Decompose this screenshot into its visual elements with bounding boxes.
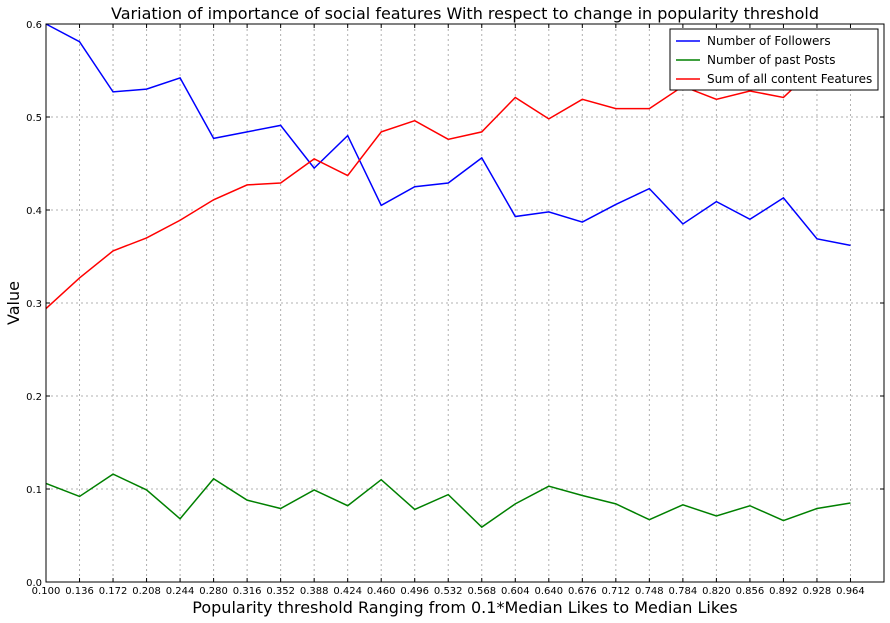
y-tick-label: 0.2: [26, 392, 42, 403]
x-tick-label: 0.532: [434, 586, 463, 597]
legend: Number of Followers Number of past Posts S…: [669, 28, 879, 91]
series-line-number-of-past-posts: [45, 473, 851, 529]
y-tick-labels: 0.0 0.1 0.2 0.3 0.4 0.5 0.6: [26, 20, 42, 589]
x-tick-label: 0.244: [166, 586, 195, 597]
x-tick-label: 0.460: [367, 586, 396, 597]
y-tick-label: 0.4: [26, 206, 42, 217]
y-axis-label: Value: [4, 281, 23, 325]
y-tick-label: 0.5: [26, 113, 42, 124]
x-tick-label: 0.316: [233, 586, 262, 597]
x-tick-label: 0.136: [65, 586, 94, 597]
x-tick-label: 0.568: [467, 586, 496, 597]
x-tick-label: 0.820: [702, 586, 731, 597]
x-tick-label: 0.208: [132, 586, 161, 597]
x-tick-label: 0.640: [534, 586, 563, 597]
series-line-number-of-followers: [45, 23, 851, 247]
x-tick-label: 0.712: [602, 586, 631, 597]
x-tick-label: 0.496: [400, 586, 429, 597]
y-tick-label: 0.6: [26, 20, 42, 31]
y-tick-label: 0.0: [26, 578, 42, 589]
tick-marks: [45, 23, 884, 583]
x-tick-label: 0.424: [333, 586, 362, 597]
x-tick-label: 0.964: [836, 586, 865, 597]
x-tick-label: 0.676: [568, 586, 597, 597]
legend-label: Number of Followers: [707, 34, 831, 48]
legend-box: [669, 28, 879, 91]
x-tick-label: 0.100: [32, 586, 61, 597]
legend-label: Sum of all content Features: [707, 72, 872, 86]
x-tick-label: 0.928: [803, 586, 832, 597]
x-tick-label: 0.892: [769, 586, 798, 597]
x-tick-label: 0.352: [266, 586, 295, 597]
chart-title: Variation of importance of social featur…: [111, 4, 819, 23]
series-line-sum-of-all-content-features: [45, 64, 851, 310]
x-tick-label: 0.784: [669, 586, 698, 597]
x-tick-label: 0.280: [199, 586, 228, 597]
x-axis-label: Popularity threshold Ranging from 0.1*Me…: [192, 598, 737, 617]
x-tick-label: 0.388: [300, 586, 329, 597]
x-tick-label: 0.856: [736, 586, 765, 597]
grid: [45, 23, 884, 583]
y-tick-label: 0.3: [26, 299, 42, 310]
legend-label: Number of past Posts: [707, 53, 836, 67]
y-tick-label: 0.1: [26, 485, 42, 496]
series-layer: [45, 23, 851, 529]
x-tick-label: 0.748: [635, 586, 664, 597]
x-tick-label: 0.172: [99, 586, 128, 597]
x-tick-label: 0.604: [501, 586, 530, 597]
x-tick-labels: 0.100 0.136 0.172 0.208 0.244 0.280 0.316 0.352…: [32, 586, 865, 597]
